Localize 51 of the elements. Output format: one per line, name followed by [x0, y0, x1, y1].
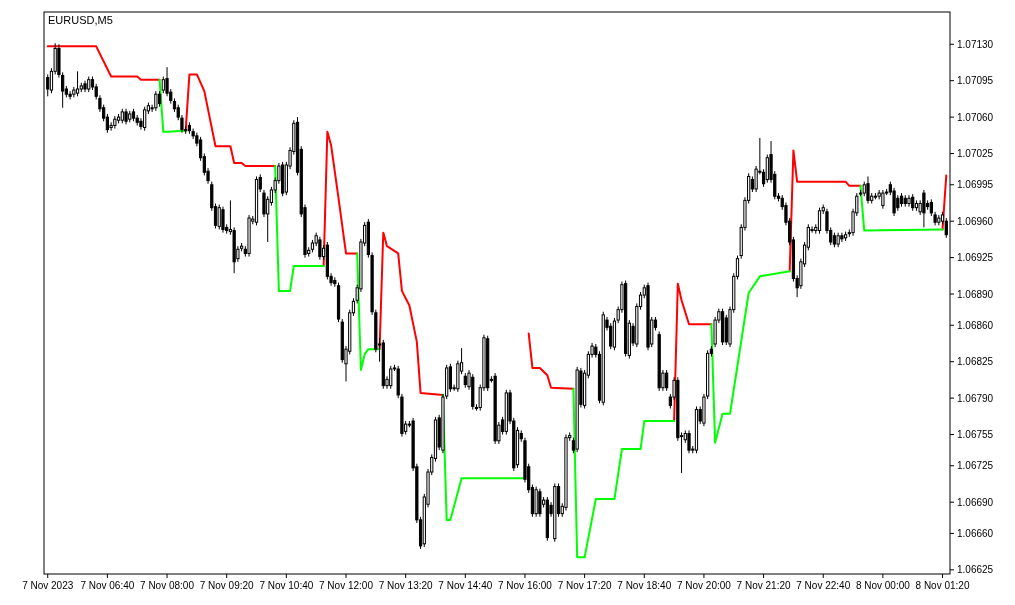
y-tick-label: 1.06660 — [957, 527, 994, 539]
candlestick — [866, 175, 870, 204]
x-tick-label: 7 Nov 06:40 — [80, 580, 135, 591]
x-tick-label: 7 Nov 2023 — [22, 580, 74, 591]
y-tick-label: 1.07060 — [957, 111, 994, 123]
y-tick-label: 1.06790 — [957, 392, 994, 404]
x-tick-label: 7 Nov 09:20 — [199, 580, 255, 591]
x-tick-label: 7 Nov 22:40 — [796, 580, 851, 591]
y-tick-label: 1.06860 — [957, 319, 994, 331]
candlestick — [944, 217, 948, 239]
y-tick-label: 1.06625 — [957, 564, 994, 576]
candlestick — [217, 204, 221, 231]
x-tick-label: 7 Nov 21:20 — [736, 580, 791, 591]
x-tick-label: 7 Nov 18:40 — [617, 580, 672, 591]
y-tick-label: 1.06925 — [957, 252, 994, 264]
x-tick-label: 7 Nov 13:20 — [378, 580, 434, 591]
y-tick-label: 1.06825 — [957, 356, 994, 368]
y-tick-label: 1.07025 — [957, 148, 994, 160]
candlestick — [538, 488, 542, 518]
y-tick-label: 1.06890 — [957, 288, 994, 300]
candlestick — [922, 189, 926, 228]
candlestick — [221, 206, 225, 234]
candlestick — [318, 236, 322, 261]
candlestick — [68, 90, 72, 100]
candlestick — [907, 194, 911, 208]
y-tick-label: 1.07095 — [957, 75, 994, 87]
candlestick — [665, 369, 669, 392]
y-tick-label: 1.06725 — [957, 460, 994, 472]
y-tick-label: 1.06690 — [957, 496, 994, 508]
candlestick — [881, 189, 885, 210]
x-tick-label: 7 Nov 10:40 — [259, 580, 314, 591]
candlestick — [687, 429, 691, 454]
y-tick-label: 1.06995 — [957, 179, 994, 191]
candlestick — [154, 90, 158, 112]
x-tick-label: 7 Nov 17:20 — [557, 580, 613, 591]
x-tick-label: 7 Nov 14:40 — [438, 580, 493, 591]
candlestick — [46, 73, 50, 97]
x-tick-label: 7 Nov 20:00 — [676, 580, 732, 591]
x-tick-label: 7 Nov 08:00 — [140, 580, 195, 591]
y-tick-label: 1.07130 — [957, 38, 994, 50]
x-tick-label: 8 Nov 01:20 — [915, 580, 970, 591]
candlestick — [448, 363, 453, 393]
candlestick — [534, 486, 538, 518]
y-tick-label: 1.06960 — [957, 215, 994, 227]
candlestick — [143, 106, 147, 132]
candlestick — [765, 154, 769, 184]
y-tick-label: 1.06755 — [957, 429, 994, 441]
x-tick-label: 8 Nov 00:00 — [855, 580, 911, 591]
chart-title: EURUSD,M5 — [48, 14, 113, 26]
x-tick-label: 7 Nov 16:00 — [497, 580, 553, 591]
x-tick-label: 7 Nov 12:00 — [319, 580, 374, 591]
